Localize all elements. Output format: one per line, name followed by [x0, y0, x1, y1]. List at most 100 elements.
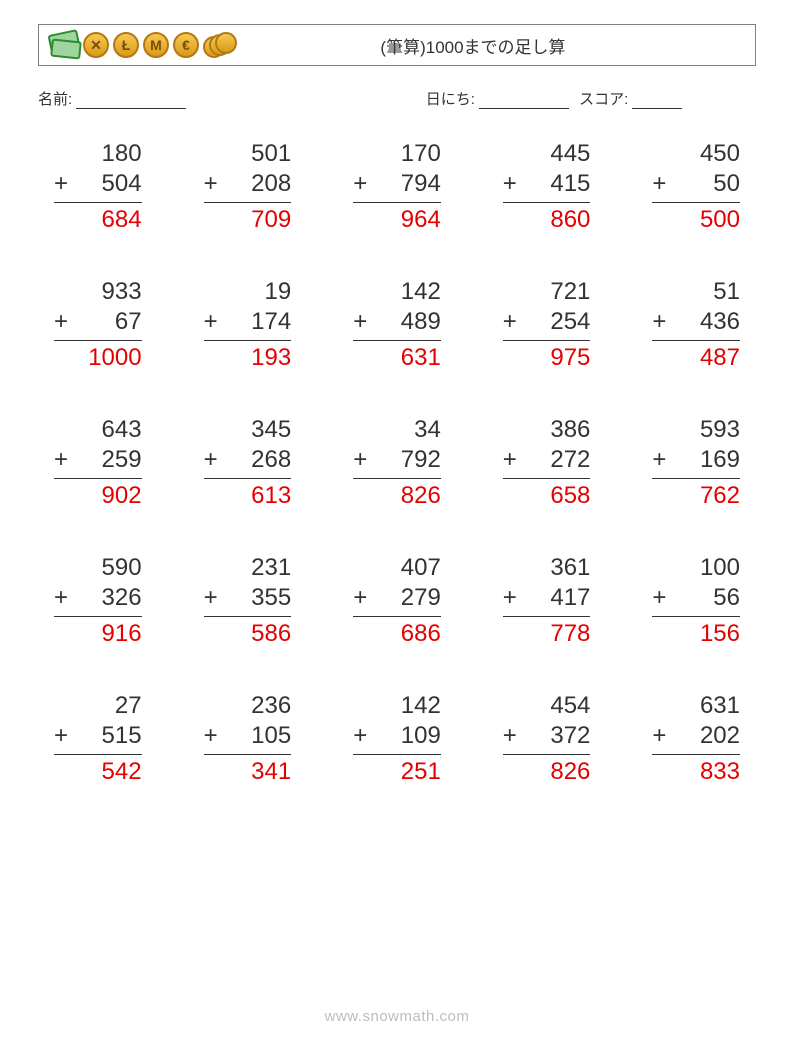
problem: 501+208709 — [204, 139, 292, 235]
worksheet-title: (筆算)1000までの足し算 — [231, 33, 755, 58]
addend-top: 721 — [503, 277, 591, 307]
answer: 251 — [353, 757, 441, 787]
score-label: スコア: — [579, 91, 628, 108]
addend-top: 231 — [204, 553, 292, 583]
problem: 142+109251 — [353, 691, 441, 787]
problem: 100+ 56156 — [652, 553, 740, 649]
ripple-coin-icon: ✕ — [83, 32, 109, 58]
addend-top: 180 — [54, 139, 142, 169]
rule-line — [652, 202, 740, 203]
rule-line — [503, 340, 591, 341]
problems-grid: 180+504684501+208709170+794964445+415860… — [38, 129, 756, 807]
problem: 51+436487 — [652, 277, 740, 373]
problem: 236+105341 — [204, 691, 292, 787]
answer: 826 — [353, 481, 441, 511]
problem: 361+417 778 — [503, 553, 591, 649]
addend-top: 450 — [652, 139, 740, 169]
addend-top: 27 — [54, 691, 142, 721]
name-label: 名前: — [38, 91, 72, 108]
problem: 590+326916 — [54, 553, 142, 649]
addend-top: 631 — [652, 691, 740, 721]
addend-top: 34 — [353, 415, 441, 445]
answer: 487 — [652, 343, 740, 373]
rule-line — [652, 478, 740, 479]
date-label: 日にち: — [426, 91, 475, 108]
problem: 407+279686 — [353, 553, 441, 649]
rule-line — [204, 754, 292, 755]
rule-line — [54, 202, 142, 203]
addend-bottom: +272 — [503, 445, 591, 475]
addend-top: 236 — [204, 691, 292, 721]
addend-bottom: +415 — [503, 169, 591, 199]
addend-bottom: +489 — [353, 307, 441, 337]
footer-watermark: www.snowmath.com — [0, 1008, 794, 1025]
addend-bottom: +279 — [353, 583, 441, 613]
cash-icon — [49, 32, 79, 58]
problem: 643+259 902 — [54, 415, 142, 511]
problem: 345+268613 — [204, 415, 292, 511]
problem: 27+515542 — [54, 691, 142, 787]
problem: 142+489631 — [353, 277, 441, 373]
addend-bottom: +794 — [353, 169, 441, 199]
addend-bottom: +792 — [353, 445, 441, 475]
answer: 778 — [503, 619, 591, 649]
score-field[interactable] — [632, 93, 682, 110]
addend-bottom: + 50 — [652, 169, 740, 199]
answer: 833 — [652, 757, 740, 787]
addend-top: 407 — [353, 553, 441, 583]
addend-top: 445 — [503, 139, 591, 169]
answer: 193 — [204, 343, 292, 373]
rule-line — [503, 202, 591, 203]
addend-bottom: +208 — [204, 169, 292, 199]
problem: 180+504684 — [54, 139, 142, 235]
rule-line — [204, 616, 292, 617]
addend-bottom: + 67 — [54, 307, 142, 337]
rule-line — [353, 616, 441, 617]
answer: 658 — [503, 481, 591, 511]
rule-line — [652, 616, 740, 617]
addend-bottom: +268 — [204, 445, 292, 475]
rule-line — [652, 340, 740, 341]
name-field[interactable] — [76, 93, 186, 110]
addend-top: 142 — [353, 277, 441, 307]
addend-bottom: +436 — [652, 307, 740, 337]
rule-line — [503, 754, 591, 755]
answer: 156 — [652, 619, 740, 649]
monero-coin-icon: M — [143, 32, 169, 58]
currency-icon-strip: ✕ŁM€ — [39, 32, 231, 58]
answer: 542 — [54, 757, 142, 787]
title-bar: ✕ŁM€ (筆算)1000までの足し算 — [38, 24, 756, 66]
rule-line — [503, 478, 591, 479]
addend-bottom: +109 — [353, 721, 441, 751]
rule-line — [353, 478, 441, 479]
answer: 916 — [54, 619, 142, 649]
addend-top: 501 — [204, 139, 292, 169]
problem: 170+794964 — [353, 139, 441, 235]
problem: 386+272658 — [503, 415, 591, 511]
rule-line — [652, 754, 740, 755]
date-field[interactable] — [479, 93, 569, 110]
problem: 450+ 50500 — [652, 139, 740, 235]
rule-line — [353, 754, 441, 755]
answer: 826 — [503, 757, 591, 787]
addend-bottom: +417 — [503, 583, 591, 613]
info-row: 名前: 日にち: スコア: — [38, 88, 756, 109]
answer: 902 — [54, 481, 142, 511]
answer: 613 — [204, 481, 292, 511]
coin-stack-icon — [203, 32, 231, 58]
problem: 34+792 826 — [353, 415, 441, 511]
answer: 975 — [503, 343, 591, 373]
addend-top: 643 — [54, 415, 142, 445]
answer: 586 — [204, 619, 292, 649]
rule-line — [54, 478, 142, 479]
addend-bottom: + 56 — [652, 583, 740, 613]
problem: 19+174193 — [204, 277, 292, 373]
addend-bottom: +259 — [54, 445, 142, 475]
addend-bottom: +355 — [204, 583, 292, 613]
problem: 593+169762 — [652, 415, 740, 511]
addend-bottom: +504 — [54, 169, 142, 199]
problem: 231+355 586 — [204, 553, 292, 649]
addend-top: 361 — [503, 553, 591, 583]
rule-line — [54, 340, 142, 341]
answer: 341 — [204, 757, 292, 787]
